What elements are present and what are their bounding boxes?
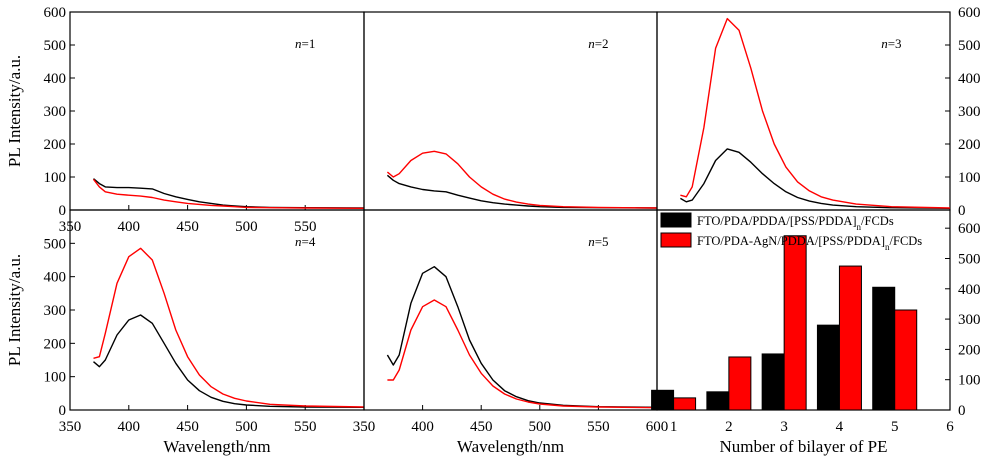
bar-red-2 (728, 356, 752, 411)
panel-n-5: 350 400 450 500 550 600 n=5 Wavelength/nm (353, 209, 669, 456)
panel-annotation: n=5 (588, 234, 608, 249)
y-tick-label: 500 (958, 251, 981, 267)
y-tick-label: 0 (59, 403, 67, 419)
bar-red-4 (838, 265, 862, 411)
y-tick-label: 200 (44, 137, 67, 153)
series-line-black (386, 266, 658, 408)
y-tick-label: 0 (59, 203, 67, 219)
bar-red-5 (894, 309, 918, 411)
series-line-black (386, 174, 658, 209)
y-tick-label: 600 (44, 5, 67, 21)
series-line-red (386, 150, 658, 209)
y-tick-label: 0 (958, 203, 966, 219)
bar-black-1 (651, 389, 675, 411)
series-line-red (387, 299, 658, 409)
y-tick-label: 500 (44, 38, 67, 54)
x-tick-label: 450 (470, 419, 493, 435)
x-axis-title: Wavelength/nm (163, 437, 270, 456)
y-tick-label: 200 (958, 342, 981, 358)
y-tick-label: 100 (44, 170, 67, 186)
x-tick-label: 550 (294, 419, 317, 435)
x-tick-label: 500 (235, 219, 258, 235)
y-axis-title: PL Intensity/a.u. (5, 254, 24, 366)
panel-annotation: n=2 (588, 36, 608, 51)
x-tick-label: 1 (670, 419, 678, 435)
y-tick-label: 400 (958, 282, 981, 298)
series-line-black (680, 148, 951, 209)
y-tick-label: 0 (958, 403, 966, 419)
bar-black-3 (761, 353, 785, 411)
bar-red-3 (783, 235, 807, 411)
x-tick-label: 6 (946, 419, 954, 435)
x-tick-label: 4 (836, 419, 844, 435)
x-tick-label: 5 (891, 419, 899, 435)
y-tick-label: 400 (958, 71, 981, 87)
y-tick-label: 200 (958, 137, 981, 153)
x-tick-label: 450 (176, 419, 199, 435)
x-tick-label: 500 (235, 419, 258, 435)
x-tick-label: 350 (59, 419, 82, 435)
panel-n-3: 0 100 200 300 400 500 600 n=3 (656, 5, 981, 219)
series-line-black (93, 314, 365, 408)
x-tick-label: 3 (780, 419, 788, 435)
panel-annotation: n=1 (295, 36, 315, 51)
x-tick-label: 350 (353, 419, 376, 435)
bar-black-4 (816, 324, 840, 411)
x-axis-title: Wavelength/nm (457, 437, 564, 456)
legend-swatch-black (660, 212, 692, 228)
bar-black-2 (706, 391, 730, 411)
series-line-red (92, 178, 365, 209)
x-tick-label: 400 (411, 419, 434, 435)
x-tick-label: 400 (118, 219, 141, 235)
x-tick-label: 400 (118, 419, 141, 435)
bar-red-1 (673, 397, 697, 411)
y-tick-label: 100 (958, 170, 981, 186)
x-axis-title: Number of bilayer of PE (719, 437, 887, 456)
y-axis-title: PL Intensity/a.u. (5, 55, 24, 167)
y-tick-label: 200 (44, 336, 67, 352)
y-tick-label: 600 (958, 5, 981, 21)
x-tick-label: 2 (725, 419, 733, 435)
y-tick-label: 500 (44, 236, 67, 252)
legend-entry-label: FTO/PDA/PDDA/[PSS/PDDA]n/FCDs (697, 214, 894, 232)
x-tick-label: 550 (587, 419, 610, 435)
y-tick-label: 300 (44, 303, 67, 319)
panel-annotation: n=3 (881, 36, 901, 51)
panel-bar-chart: 0 100 200 300 400 500 600 1 2 3 4 5 6 FTO/PDA/PDDA/[P… (651, 209, 981, 456)
bar-black-5 (872, 286, 896, 411)
y-tick-label: 500 (958, 38, 981, 54)
y-tick-label: 300 (958, 312, 981, 328)
x-tick-label: 450 (176, 219, 199, 235)
y-tick-label: 400 (44, 270, 67, 286)
legend-swatch-red (660, 232, 692, 248)
y-tick-label: 100 (958, 373, 981, 389)
y-tick-label: 600 (958, 221, 981, 237)
series-line-red (680, 17, 951, 209)
panel-annotation: n=4 (295, 234, 316, 249)
y-tick-label: 300 (44, 104, 67, 120)
series-line-red (93, 247, 365, 408)
y-tick-label: 100 (44, 370, 67, 386)
x-tick-label: 600 (646, 419, 669, 435)
legend-entry-label: FTO/PDA-AgN/PDDA/[PSS/PDDA]n/FCDs (697, 234, 922, 252)
y-tick-label: 300 (958, 104, 981, 120)
x-tick-label: 500 (529, 419, 552, 435)
y-tick-label: 400 (44, 71, 67, 87)
x-tick-label: 550 (294, 219, 317, 235)
